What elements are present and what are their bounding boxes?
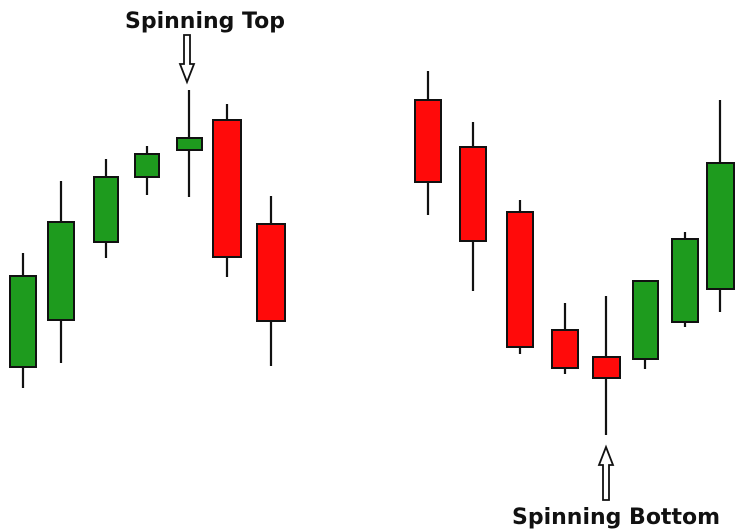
candle-body	[706, 162, 735, 290]
candle-body	[9, 275, 37, 368]
candle-body	[93, 176, 119, 243]
candle-body	[592, 356, 621, 379]
candle-body	[134, 153, 160, 178]
candle-body	[506, 211, 534, 348]
candle-body	[212, 119, 242, 258]
label-top: Spinning Top	[125, 9, 285, 34]
candle-body	[176, 137, 203, 151]
arrow-down	[178, 34, 196, 85]
candle-body	[47, 221, 75, 321]
candle-body	[256, 223, 286, 322]
label-bottom: Spinning Bottom	[512, 505, 720, 530]
arrow-up	[597, 444, 615, 501]
candle-body	[632, 280, 659, 360]
candle-body	[671, 238, 699, 323]
candle-body	[551, 329, 579, 369]
right-candles	[414, 71, 735, 435]
candle-body	[414, 99, 442, 183]
candle-body	[459, 146, 487, 242]
left-candles	[9, 90, 286, 388]
